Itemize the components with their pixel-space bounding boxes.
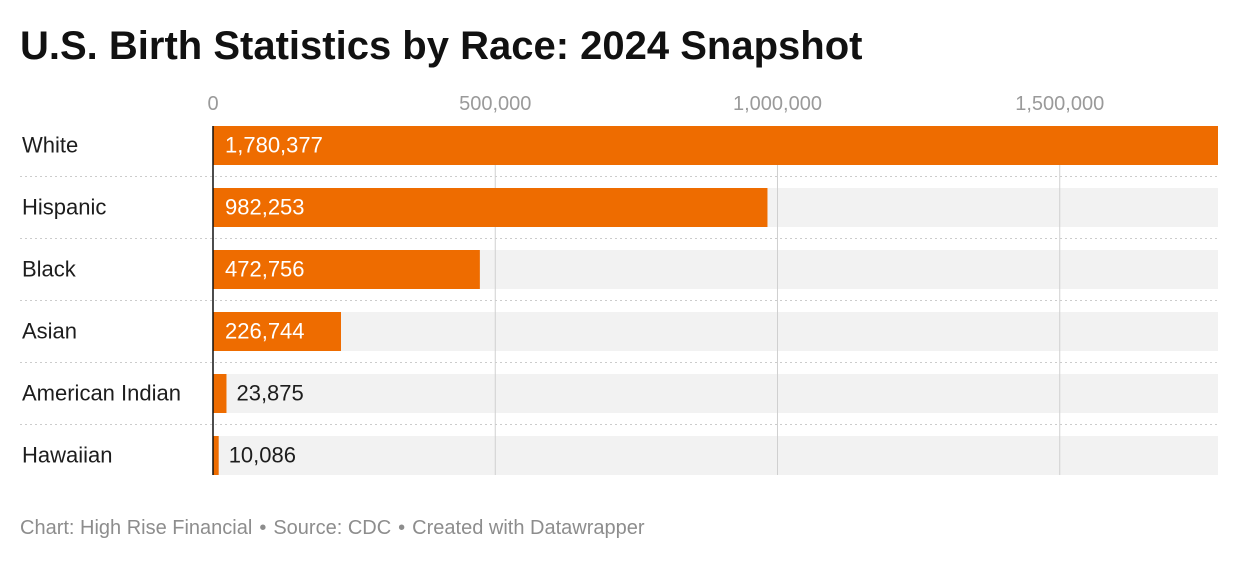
bar <box>213 250 480 289</box>
bar <box>213 374 227 413</box>
value-label: 1,780,377 <box>225 133 323 158</box>
chart-credit: Chart: High Rise Financial <box>20 517 253 539</box>
category-label: Black <box>22 257 77 282</box>
category-label: Hawaiian <box>22 443 113 468</box>
value-label: 10,086 <box>229 443 296 468</box>
chart-title: U.S. Birth Statistics by Race: 2024 Snap… <box>20 24 863 68</box>
bars <box>213 126 1218 475</box>
category-label: Asian <box>22 319 77 344</box>
bar-track <box>213 312 1218 351</box>
value-labels: 1,780,377 982,253 472,756 226,744 23,875 10,0… <box>225 133 323 468</box>
x-tick-label: 500,000 <box>459 93 531 115</box>
footer-separator: • <box>398 517 406 539</box>
bar <box>213 312 341 351</box>
source-credit: Source: CDC <box>273 517 392 539</box>
value-label: 472,756 <box>225 257 305 282</box>
value-label: 23,875 <box>236 381 303 406</box>
x-tick-label: 1,500,000 <box>1015 93 1104 115</box>
bar <box>213 188 768 227</box>
bar <box>213 436 219 475</box>
x-tick-label: 0 <box>207 93 218 115</box>
bar-track <box>213 436 1218 475</box>
category-label: American Indian <box>22 381 181 406</box>
value-label: 226,744 <box>225 319 305 344</box>
bar-track <box>213 374 1218 413</box>
chart-footer: Chart: High Rise Financial • Source: CDC • C… <box>20 516 645 540</box>
footer-separator: • <box>259 517 267 539</box>
category-label: White <box>22 133 78 158</box>
value-label: 982,253 <box>225 195 305 220</box>
category-labels: White Hispanic Black Asian American Indian Ha… <box>22 133 181 468</box>
created-with-credit: Created with Datawrapper <box>412 517 645 539</box>
bar <box>213 126 1218 165</box>
category-label: Hispanic <box>22 195 106 220</box>
x-tick-label: 1,000,000 <box>733 93 822 115</box>
x-axis-ticks: 0 500,000 1,000,000 1,500,000 <box>207 93 1104 115</box>
